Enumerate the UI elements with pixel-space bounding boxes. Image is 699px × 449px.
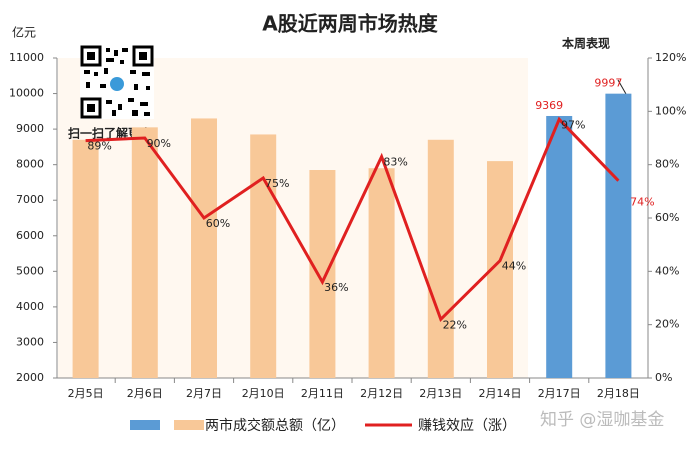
qr-code	[80, 45, 154, 119]
line-value-label: 97%	[561, 118, 585, 131]
bar	[131, 127, 158, 378]
x-tick-label: 2月13日	[419, 387, 462, 400]
y2-tick-label: 0%	[655, 371, 672, 384]
bar	[605, 93, 632, 378]
y2-tick-label: 100%	[655, 104, 686, 117]
y-tick-label: 11000	[9, 51, 44, 64]
bar-value-label: 9369	[535, 99, 563, 112]
line-value-label: 75%	[265, 177, 289, 190]
y-tick-label: 8000	[16, 158, 44, 171]
bar	[309, 170, 336, 378]
y2-tick-label: 60%	[655, 211, 679, 224]
watermark: 知乎 @湿咖基金	[540, 410, 664, 430]
x-tick-label: 2月10日	[242, 387, 285, 400]
x-tick-label: 2月11日	[301, 387, 344, 400]
bar	[546, 115, 573, 378]
y-tick-label: 9000	[16, 122, 44, 135]
line-value-label: 22%	[443, 318, 467, 331]
x-tick-label: 2月14日	[479, 387, 522, 400]
y-tick-label: 4000	[16, 300, 44, 313]
x-tick-label: 2月12日	[360, 387, 403, 400]
bar-value-label: 9997	[594, 77, 622, 90]
line-value-label: 83%	[383, 156, 407, 169]
line	[85, 116, 620, 323]
legend-swatch	[174, 420, 204, 430]
y2-tick-label: 80%	[655, 158, 679, 171]
line-value-label: 74%	[630, 196, 654, 209]
x-tick-label: 2月17日	[538, 387, 581, 400]
line-value-label: 60%	[206, 217, 230, 230]
bar	[250, 134, 277, 378]
line-value-label: 36%	[324, 281, 348, 294]
y2-tick-label: 40%	[655, 264, 679, 277]
x-tick-label: 2月6日	[127, 387, 163, 400]
y2-tick-label: 120%	[655, 51, 686, 64]
y2-tick-label: 20%	[655, 318, 679, 331]
line-value-label: 44%	[502, 260, 526, 273]
y-tick-label: 2000	[16, 371, 44, 384]
annotation: 本周表现	[562, 36, 610, 51]
y-tick-label: 6000	[16, 229, 44, 242]
y-tick-label: 7000	[16, 193, 44, 206]
legend-label: 两市成交额总额（亿）	[205, 417, 345, 434]
qr-caption: 扫一扫了解更多	[68, 126, 152, 141]
line-value-label: 90%	[147, 137, 171, 150]
legend-swatch	[130, 420, 160, 430]
legend-label: 赚钱效应（涨）	[418, 417, 516, 434]
bar	[368, 168, 395, 378]
bar	[427, 139, 454, 378]
y-tick-label: 5000	[16, 264, 44, 277]
x-tick-label: 2月7日	[186, 387, 222, 400]
y-tick-label: 10000	[9, 87, 44, 100]
x-tick-label: 2月5日	[68, 387, 104, 400]
annotation-leader	[617, 79, 627, 95]
y-axis-label: 亿元	[12, 25, 36, 40]
bar	[72, 139, 99, 378]
bar	[191, 118, 217, 378]
x-tick-label: 2月18日	[597, 387, 640, 400]
chart-title: A股近两周市场热度	[262, 12, 438, 36]
y-tick-label: 3000	[16, 335, 44, 348]
line-value-label: 89%	[87, 140, 111, 153]
